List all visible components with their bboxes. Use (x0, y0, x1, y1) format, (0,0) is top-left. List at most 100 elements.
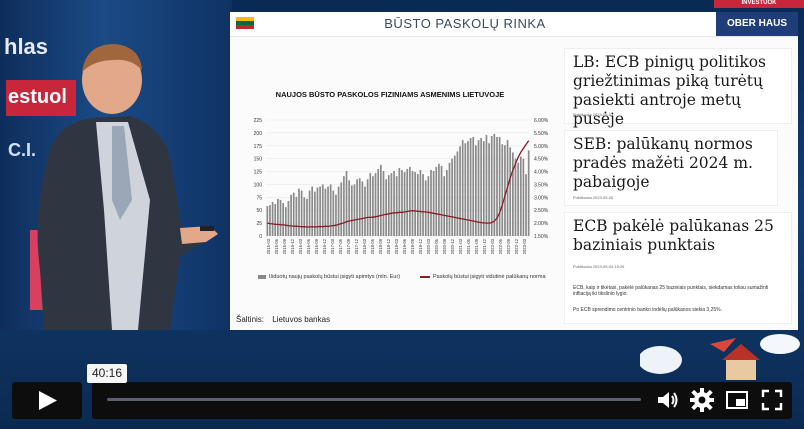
chart-bar (414, 172, 417, 236)
x-tick-label: 2022-12 (514, 238, 519, 254)
chart-bar (475, 145, 477, 236)
chart-bar (379, 164, 382, 236)
chart-bar (298, 188, 300, 236)
news-headline-1: LB: ECB pinigų politikos griežtinimas pi… (573, 53, 767, 128)
chart-bar (332, 190, 335, 236)
settings-icon[interactable] (689, 387, 715, 413)
chart-bar (350, 185, 353, 236)
news-card-1: LB: ECB pinigų politikos griežtinimas pi… (564, 48, 792, 128)
chart-bar (303, 197, 306, 236)
chart-bar (353, 184, 356, 236)
news-date-3: Publikuota 2023-05-04 15:26 (573, 264, 625, 269)
y-tick-label: 225 (254, 118, 263, 124)
x-tick-label: 2018-03 (362, 238, 367, 254)
x-tick-label: 2019-12 (418, 238, 423, 254)
chart-bar (430, 170, 432, 236)
chart-bar (393, 171, 395, 236)
chart-bar (274, 204, 277, 236)
volume-icon[interactable] (654, 387, 680, 413)
y-tick-label: 50 (256, 208, 262, 214)
chart-bar (308, 190, 311, 236)
chart-bar (387, 175, 390, 236)
slide-title: BŪSTO PASKOLŲ RINKA (384, 16, 546, 31)
chart-bar (435, 166, 438, 236)
chart-bar (485, 134, 488, 236)
play-icon (39, 391, 57, 410)
chart-bar (411, 171, 414, 236)
chart-bar (467, 141, 469, 236)
chart-bar (319, 186, 321, 236)
chart-bar (496, 137, 498, 236)
y2-tick-label: 5.00% (534, 144, 549, 150)
chart-bar (348, 180, 351, 236)
x-tick-label: 2018-09 (378, 238, 383, 254)
chart-bar (398, 167, 401, 236)
x-tick-label: 2021-06 (466, 238, 471, 254)
play-button[interactable] (12, 382, 82, 419)
x-tick-label: 2021-09 (474, 238, 479, 254)
chart-bar (382, 171, 385, 236)
x-tick-label: 2015-06 (274, 238, 279, 254)
chart-bar (440, 165, 443, 236)
chart-bar (390, 173, 393, 236)
pip-icon[interactable] (724, 387, 750, 413)
chart-bar (416, 174, 419, 236)
y2-tick-label: 4.00% (534, 170, 549, 176)
chart-bar (472, 137, 475, 236)
chart-bar (522, 158, 525, 236)
chart-title: NAUJOS BŪSTO PASKOLOS FIZINIAMS ASMENIMS… (275, 90, 505, 99)
chart-bar (445, 170, 448, 236)
chart-bar (519, 156, 522, 236)
chart-bar (403, 172, 406, 236)
backdrop-mid-text: C.I. (8, 140, 37, 160)
y2-tick-label: 1.50% (534, 234, 549, 240)
chart-bar (364, 186, 366, 236)
y2-tick-label: 3.50% (534, 182, 549, 188)
news-date-1: Publikuota 2023-05-03 (573, 112, 614, 117)
chart-bar (511, 152, 514, 236)
x-tick-label: 2017-03 (330, 238, 335, 254)
chart-bar (340, 182, 343, 236)
chart-bar (477, 140, 480, 236)
y2-tick-label: 4.50% (534, 157, 549, 163)
y2-tick-label: 2.00% (534, 221, 549, 227)
chart-bar (282, 203, 285, 236)
x-tick-label: 2016-06 (306, 238, 311, 254)
x-tick-label: 2021-03 (458, 238, 463, 254)
y-tick-label: 0 (259, 234, 262, 240)
x-tick-label: 2019-09 (410, 238, 415, 254)
progress-bar[interactable] (107, 398, 641, 401)
chart-bar (327, 186, 329, 236)
x-tick-label: 2022-06 (498, 238, 503, 254)
x-tick-label: 2020-12 (450, 238, 455, 254)
chart-bar (448, 162, 451, 236)
chart-bar (461, 140, 464, 236)
lithuania-flag-icon (236, 17, 254, 29)
presenter-image (37, 44, 218, 330)
x-tick-label: 2015-12 (290, 238, 295, 254)
chart-bar (498, 137, 501, 236)
chart-bar (469, 138, 472, 236)
chart-bar (424, 180, 427, 236)
legend-line-swatch (420, 275, 430, 278)
chart-bar (279, 199, 282, 236)
chart-bar (329, 184, 332, 236)
chart-bar (356, 179, 358, 236)
x-tick-label: 2020-09 (442, 238, 447, 254)
chart-bar (480, 138, 483, 236)
chart-bar (409, 166, 411, 236)
fullscreen-icon[interactable] (759, 387, 785, 413)
chart-bar (369, 173, 372, 236)
chart-bar (313, 191, 316, 236)
chart-source: Šaltinis: Lietuvos bankas (236, 315, 330, 324)
y-tick-label: 200 (254, 131, 263, 137)
chart-bar (374, 173, 377, 236)
slide-header: BŪSTO PASKOLŲ RINKA OBER HAUS (230, 12, 798, 37)
chart-bar (509, 147, 512, 236)
chart-bar (287, 200, 290, 236)
chart-bar (335, 194, 337, 236)
chart-bar (490, 135, 493, 236)
chart-bar (395, 176, 398, 236)
chart-bar (427, 176, 430, 236)
